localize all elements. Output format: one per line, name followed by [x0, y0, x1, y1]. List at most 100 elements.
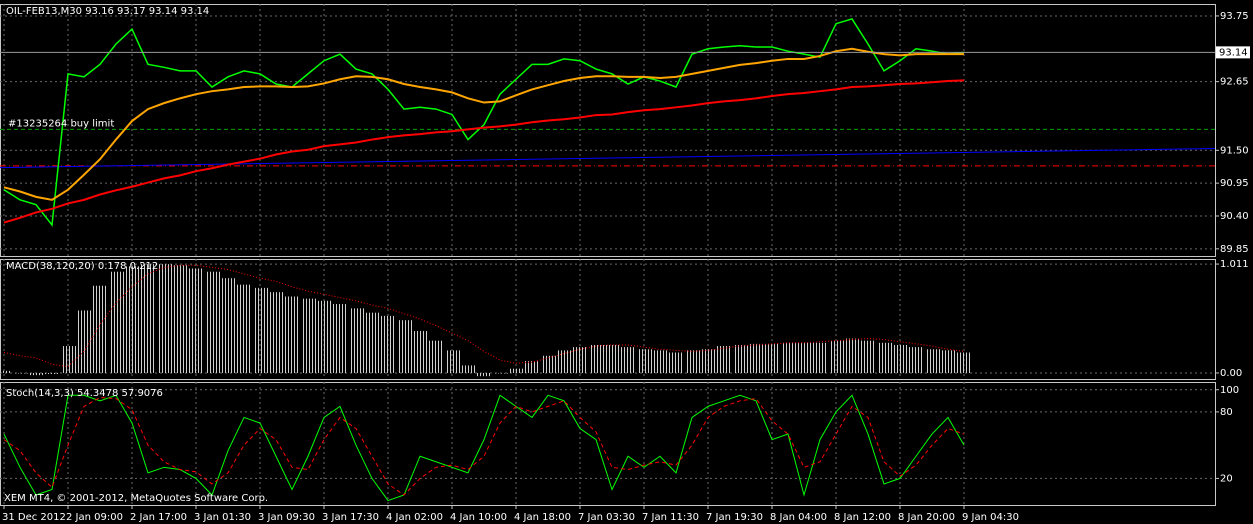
macd-bar [365, 312, 380, 373]
series-line [3, 18, 965, 227]
macd-bar [173, 265, 188, 373]
macd-bar [445, 350, 460, 373]
macd-bar [525, 361, 540, 373]
macd-bar [429, 340, 444, 373]
y-tick-label: 90.95 [1220, 178, 1249, 189]
macd-bar [317, 300, 332, 373]
macd-frame [0, 259, 1216, 380]
macd-bar [781, 342, 796, 373]
macd-bar [189, 268, 204, 373]
macd-bar [157, 264, 172, 373]
macd-bar [205, 271, 220, 373]
macd-bar [749, 343, 764, 373]
macd-bar [637, 349, 652, 373]
macd-bar [141, 264, 156, 373]
macd-bar [285, 296, 300, 373]
macd-bar [45, 372, 60, 375]
series-line [3, 47, 964, 201]
macd-title: MACD(38,120,20) 0.178 0.212 [6, 261, 158, 272]
macd-bar [701, 349, 716, 373]
stoch-title: Stoch(14,3,3) 54.3478 57.9076 [6, 388, 163, 399]
x-tick-label: 4 Jan 10:00 [450, 512, 507, 523]
labels: OIL-FEB13,M30 93.16 93.17 93.14 93.14 MA… [2, 6, 1250, 523]
x-tick-label: 3 Jan 01:30 [194, 512, 251, 523]
macd-bar [413, 330, 428, 373]
x-tick-label: 8 Jan 12:00 [834, 512, 891, 523]
series-line [3, 394, 965, 502]
macd-bar [125, 266, 140, 373]
x-tick-label: 2 Jan 09:00 [66, 512, 123, 523]
stoch-frame [0, 382, 1216, 506]
macd-bar [333, 304, 348, 373]
macd-bar [461, 365, 476, 373]
macd-bar [653, 350, 668, 373]
copyright: XEM MT4, © 2001-2012, MetaQuotes Softwar… [4, 493, 268, 504]
macd-bar [733, 344, 748, 373]
macd-bar [909, 347, 924, 373]
macd-bar [941, 350, 956, 373]
macd-bar [397, 320, 412, 373]
x-tick-label: 7 Jan 11:30 [642, 512, 699, 523]
macd-bar [381, 315, 396, 373]
x-tick-label: 8 Jan 04:00 [770, 512, 827, 523]
y-tick-label: 100 [1220, 385, 1239, 396]
macd-bar [605, 344, 620, 373]
macd-bar [221, 278, 236, 373]
x-tick-label: 8 Jan 20:00 [898, 512, 955, 523]
macd-bar [77, 310, 92, 373]
macd-bar [685, 350, 700, 373]
macd-bar [813, 342, 828, 373]
y-tick-label: 89.85 [1220, 244, 1249, 255]
macd-bar [509, 368, 524, 373]
macd-bar [13, 372, 28, 374]
x-tick-label: 7 Jan 19:30 [706, 512, 763, 523]
y-tick-label: 90.40 [1220, 211, 1249, 222]
y-tick-label: 80 [1220, 407, 1233, 418]
macd-bar [557, 350, 572, 373]
order-label: #13235264 buy limit [8, 118, 114, 129]
macd-bar [301, 298, 316, 373]
macd-bar [477, 372, 492, 377]
macd-bar [845, 338, 860, 373]
y-tick-label: 20 [1220, 473, 1233, 484]
y-tick-label: 93.75 [1220, 11, 1249, 22]
macd-bar [765, 343, 780, 373]
macd-bar [541, 355, 556, 373]
x-tick-label: 3 Jan 17:30 [322, 512, 379, 523]
macd-bar [109, 271, 124, 373]
y-tick-label: 92.65 [1220, 77, 1249, 88]
macd-bar [861, 340, 876, 373]
macd-bar [877, 342, 892, 373]
price-frame [0, 4, 1216, 257]
price-title: OIL-FEB13,M30 93.16 93.17 93.14 93.14 [6, 6, 209, 17]
x-tick-label: 4 Jan 18:00 [514, 512, 571, 523]
macd-bar [237, 284, 252, 373]
macd-bar [349, 308, 364, 373]
x-tick-label: 3 Jan 09:30 [258, 512, 315, 523]
x-tick-label: 9 Jan 04:30 [962, 512, 1019, 523]
series-line [3, 79, 965, 224]
x-tick-label: 2 Jan 17:00 [130, 512, 187, 523]
bid-label: 93.14 [1219, 47, 1248, 58]
y-tick-label: 91.50 [1220, 145, 1249, 156]
macd-bar [717, 346, 732, 373]
macd-bar [589, 344, 604, 373]
x-tick-label: 31 Dec 2012 [2, 512, 66, 523]
macd-bar [93, 285, 108, 373]
y-tick-label: 0.00 [1220, 368, 1242, 379]
macd-bar [61, 346, 76, 373]
macd-bar [29, 372, 44, 376]
macd-bar [829, 340, 844, 373]
macd-bar [957, 352, 972, 373]
macd-bar [669, 352, 684, 373]
macd-bar [253, 287, 268, 373]
macd-bar [925, 349, 940, 373]
macd-bar [0, 370, 12, 373]
macd-bar [893, 344, 908, 373]
macd-bar [797, 342, 812, 373]
macd-bar [269, 292, 284, 373]
macd-bar [493, 372, 508, 374]
x-tick-label: 4 Jan 02:00 [386, 512, 443, 523]
